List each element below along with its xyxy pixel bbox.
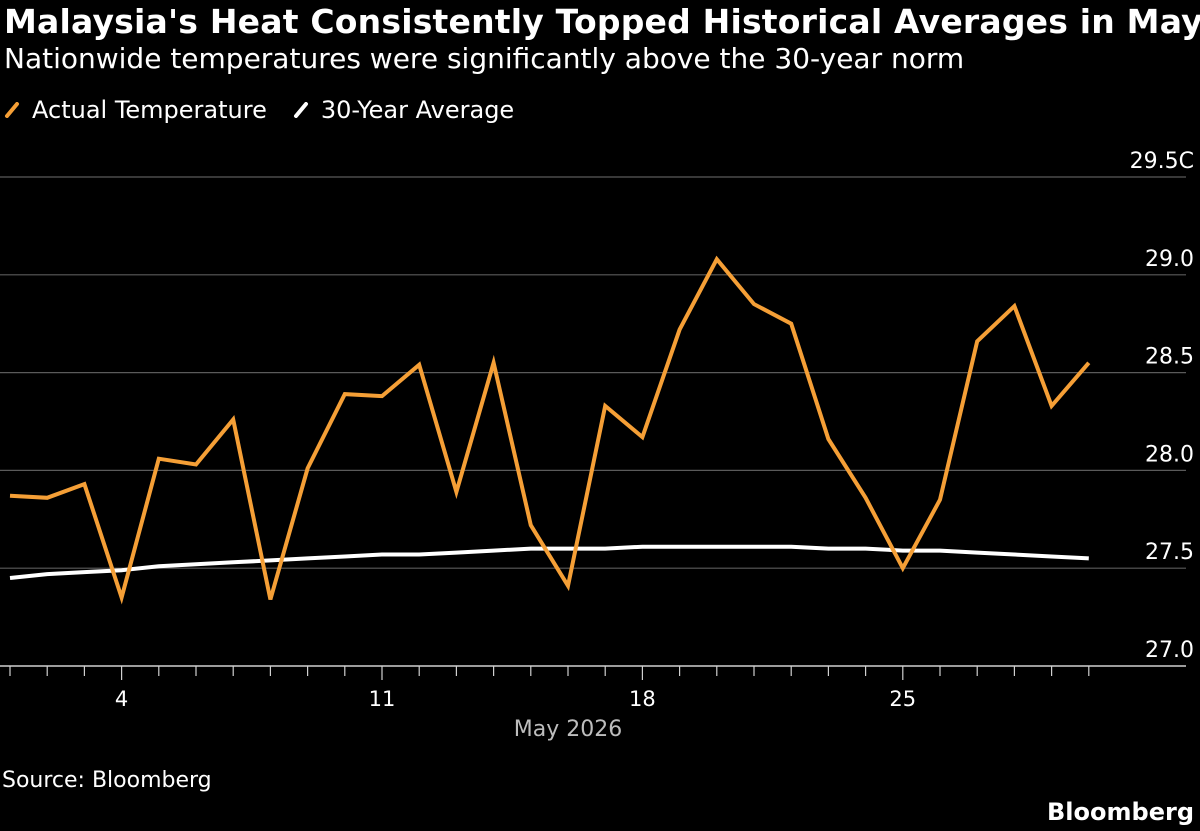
legend-label-average: 30-Year Average (320, 96, 515, 124)
x-tick-label: 18 (629, 687, 656, 711)
legend-item-actual: Actual Temperature (4, 96, 267, 124)
x-axis-label: May 2026 (514, 717, 622, 742)
y-tick-label: 27.5 (1145, 540, 1194, 565)
series-line-30-year-average (9, 544, 1089, 580)
y-tick-label: 28.5 (1145, 345, 1194, 370)
y-tick-label: 27.0 (1145, 638, 1194, 663)
chart-subtitle: Nationwide temperatures were significant… (4, 42, 965, 75)
x-tick-label: 11 (369, 687, 396, 711)
y-tick-label: 29.0 (1145, 247, 1194, 272)
x-tick-label: 4 (115, 687, 128, 711)
bloomberg-logo: Bloomberg (1047, 798, 1194, 826)
y-tick-label: 28.0 (1145, 442, 1194, 467)
line-chart: 4 11 18 25 May 2026 27.0 27.5 28.0 28.5 29.0 29.5… (0, 149, 1194, 742)
grid-layer (0, 176, 1186, 667)
chart-title: Malaysia's Heat Consistently Topped Hist… (4, 2, 1200, 41)
series-layer (9, 255, 1091, 605)
legend-swatch-actual-icon (5, 102, 19, 118)
x-tick-label: 25 (889, 687, 916, 711)
legend-swatch-average-stroke (293, 102, 308, 118)
series-line-actual-temperature (9, 255, 1091, 605)
source-note: Source: Bloomberg (2, 768, 212, 793)
legend-label-actual: Actual Temperature (32, 96, 267, 124)
chart-legend: Actual Temperature 30-Year Average (4, 96, 540, 124)
legend-item-average: 30-Year Average (293, 96, 514, 124)
legend-swatch-actual-stroke (5, 102, 19, 118)
legend-swatch-average-icon (293, 102, 308, 118)
x-axis: 4 11 18 25 May 2026 (9, 666, 1090, 742)
y-axis-labels: 27.0 27.5 28.0 28.5 29.0 29.5C (1130, 149, 1194, 663)
y-tick-label: 29.5C (1130, 149, 1194, 174)
